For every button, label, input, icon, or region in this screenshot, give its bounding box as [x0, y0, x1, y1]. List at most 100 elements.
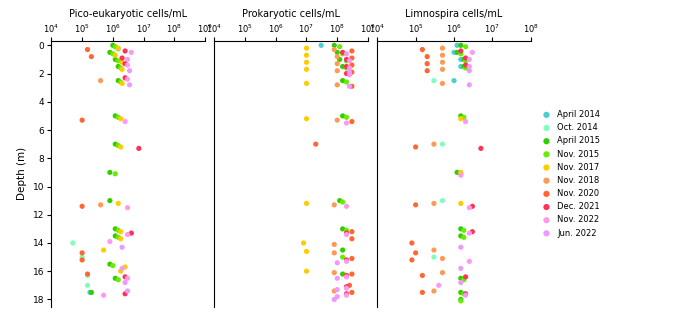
Point — [110, 234, 121, 239]
Point — [116, 245, 127, 250]
Point — [120, 264, 131, 270]
Point — [337, 247, 348, 252]
Point — [456, 298, 466, 303]
Point — [460, 291, 471, 296]
Point — [110, 276, 121, 281]
Point — [122, 57, 133, 62]
Point — [77, 118, 88, 123]
Point — [120, 119, 131, 124]
Point — [115, 229, 126, 234]
Point — [113, 64, 124, 69]
Point — [347, 63, 358, 68]
Point — [98, 247, 109, 252]
Point — [456, 170, 466, 175]
Point — [449, 50, 460, 55]
Point — [417, 273, 428, 278]
Point — [344, 70, 355, 75]
Point — [113, 78, 124, 83]
Point — [460, 119, 471, 124]
Point — [337, 226, 348, 231]
Title: Limnospira cells/mL: Limnospira cells/mL — [406, 9, 503, 19]
Point — [115, 269, 126, 274]
Point — [134, 146, 145, 151]
Point — [456, 276, 466, 281]
Point — [329, 202, 340, 207]
Point — [332, 294, 342, 299]
Point — [113, 46, 124, 51]
Point — [341, 57, 352, 62]
Point — [77, 258, 88, 263]
Point — [449, 78, 460, 83]
Point — [406, 258, 417, 263]
Point — [301, 201, 312, 206]
Point — [110, 44, 121, 49]
Point — [108, 263, 119, 268]
Point — [410, 202, 421, 207]
Point — [116, 60, 127, 65]
Point — [334, 198, 345, 203]
Point — [460, 63, 471, 68]
Point — [82, 283, 93, 288]
Point — [122, 77, 133, 82]
Point — [437, 256, 448, 261]
Legend: April 2014, Oct. 2014, April 2015, Nov. 2015, Nov. 2017, Nov. 2018, Nov. 2020, D: April 2014, Oct. 2014, April 2015, Nov. … — [538, 110, 600, 238]
Point — [341, 51, 352, 56]
Point — [458, 57, 469, 62]
Point — [86, 290, 97, 295]
Point — [113, 143, 124, 148]
Point — [451, 50, 462, 55]
Point — [456, 245, 466, 250]
Point — [334, 44, 345, 49]
Point — [437, 81, 448, 86]
Point — [113, 201, 124, 206]
Point — [341, 259, 352, 264]
Point — [347, 56, 358, 61]
Point — [122, 232, 133, 237]
Point — [347, 271, 358, 276]
Point — [347, 48, 358, 53]
Point — [344, 84, 355, 89]
Point — [301, 53, 312, 58]
Point — [104, 170, 115, 175]
Point — [341, 231, 352, 236]
Point — [428, 289, 439, 294]
Point — [113, 46, 124, 52]
Point — [120, 291, 131, 296]
Point — [115, 144, 126, 149]
Point — [458, 228, 469, 233]
Point — [113, 58, 124, 64]
Point — [329, 270, 340, 275]
Point — [337, 64, 348, 69]
Point — [344, 65, 355, 70]
Point — [422, 54, 433, 59]
Point — [332, 61, 342, 66]
Point — [82, 47, 93, 52]
Point — [110, 53, 121, 58]
Point — [104, 262, 115, 267]
Point — [301, 67, 312, 72]
Point — [456, 57, 466, 62]
Point — [110, 57, 121, 62]
Point — [428, 142, 439, 147]
Point — [451, 170, 462, 175]
Point — [126, 50, 137, 55]
Point — [341, 286, 352, 291]
Title: Prokaryotic cells/mL: Prokaryotic cells/mL — [242, 9, 340, 19]
Point — [458, 235, 469, 240]
Point — [428, 201, 439, 206]
Point — [347, 290, 358, 295]
Point — [113, 228, 124, 233]
Point — [456, 43, 466, 48]
Point — [120, 274, 131, 279]
Point — [329, 297, 340, 302]
Point — [456, 280, 466, 285]
Point — [337, 50, 348, 55]
Point — [437, 60, 448, 65]
Point — [82, 271, 93, 276]
Point — [410, 250, 421, 255]
Point — [337, 78, 348, 83]
Point — [437, 46, 448, 51]
Point — [108, 51, 119, 56]
Point — [347, 236, 358, 241]
Point — [341, 71, 352, 76]
